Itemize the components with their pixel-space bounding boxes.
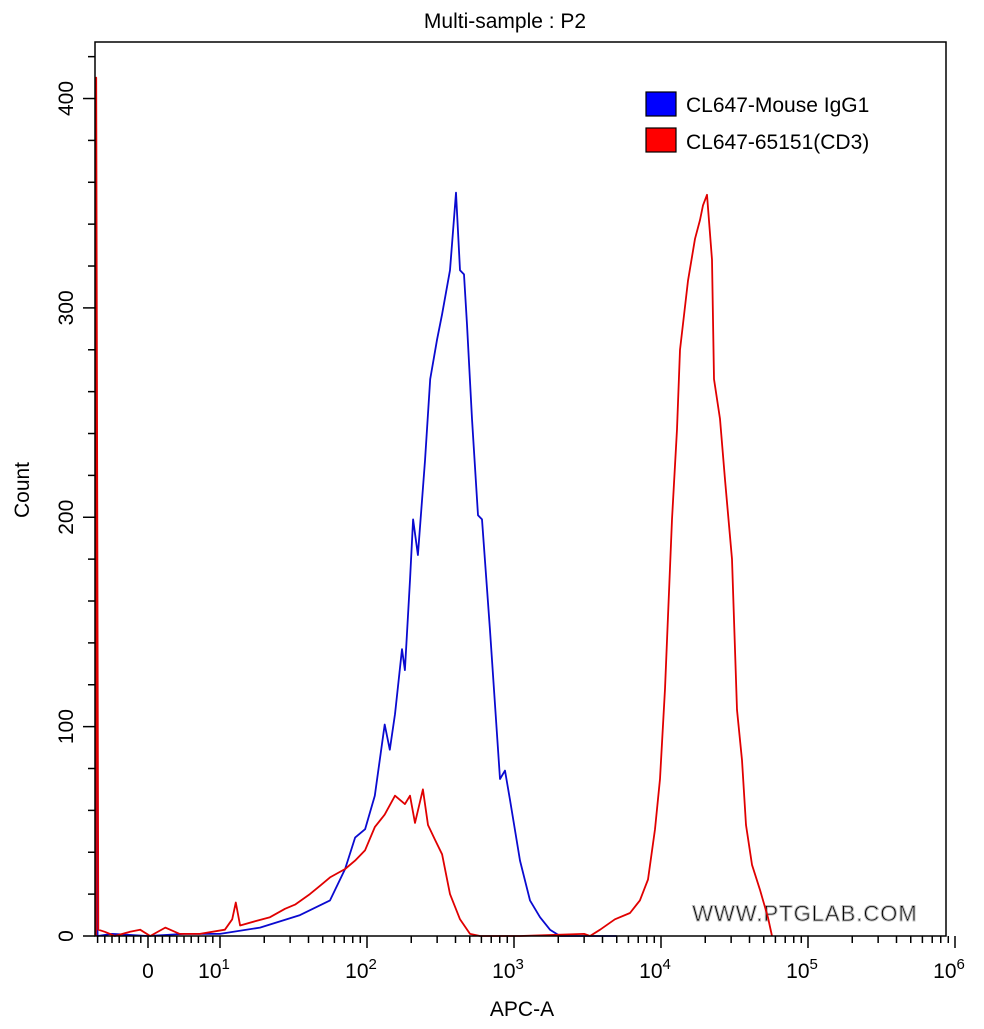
y-tick-label: 400 <box>55 81 78 116</box>
legend: CL647-Mouse IgG1 CL647-65151(CD3) <box>645 91 869 154</box>
y-tick-label: 100 <box>55 709 78 744</box>
chart-title: Multi-sample : P2 <box>424 10 586 33</box>
x-tick-label: 0 <box>142 960 154 983</box>
legend-label-cd3: CL647-65151(CD3) <box>686 131 869 154</box>
y-tick-label: 300 <box>55 290 78 325</box>
x-tick-label: 106 <box>933 956 965 983</box>
x-tick-label: 101 <box>198 956 230 983</box>
x-tick-label: 104 <box>639 956 671 983</box>
x-tick-label: 103 <box>492 956 524 983</box>
x-axis-label: APC-A <box>490 998 554 1021</box>
watermark: WWW.PTGLAB.COM <box>692 901 917 927</box>
y-axis-label: Count <box>11 462 34 518</box>
series-layer <box>95 76 773 937</box>
legend-swatch-cd3 <box>645 127 677 153</box>
legend-swatch-igg1 <box>645 91 677 117</box>
ticks-layer: 0 100 200 300 400 0 101 102 103 104 105 106 <box>55 55 965 983</box>
series-line-1 <box>95 76 773 937</box>
y-tick-label: 0 <box>55 930 78 942</box>
x-tick-label: 102 <box>345 956 377 983</box>
legend-label-igg1: CL647-Mouse IgG1 <box>686 94 869 117</box>
x-tick-label: 105 <box>786 956 818 983</box>
series-line-0 <box>95 191 617 937</box>
y-tick-label: 200 <box>55 500 78 535</box>
plot-frame <box>94 41 947 937</box>
watermark-text: WWW.PTGLAB.COM <box>692 901 917 926</box>
